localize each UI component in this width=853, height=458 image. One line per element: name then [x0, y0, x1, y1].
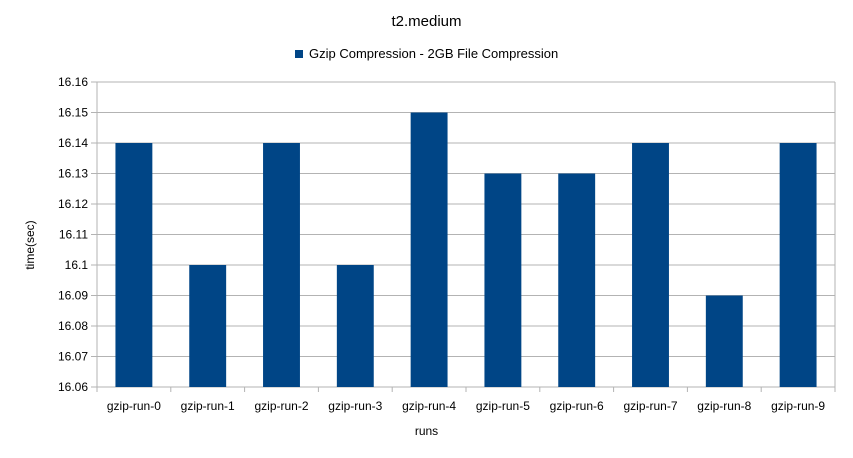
x-tick-label: gzip-run-2 — [254, 399, 308, 413]
y-tick-label: 16.13 — [58, 167, 88, 181]
x-tick-label: gzip-run-3 — [328, 399, 382, 413]
x-tick-label: gzip-run-6 — [550, 399, 604, 413]
y-tick-label: 16.11 — [59, 228, 88, 242]
bar — [558, 173, 596, 387]
y-tick-label: 16.16 — [58, 75, 88, 89]
bar — [263, 143, 300, 387]
bar — [189, 265, 227, 387]
bar — [779, 143, 817, 387]
y-tick-label: 16.07 — [58, 350, 88, 364]
y-tick-label: 16.15 — [58, 106, 88, 120]
x-tick-label: gzip-run-4 — [402, 399, 456, 413]
x-tick-label: gzip-run-8 — [697, 399, 751, 413]
legend: Gzip Compression - 2GB File Compression — [295, 46, 558, 61]
bar — [632, 143, 669, 387]
legend-label: Gzip Compression - 2GB File Compression — [309, 46, 559, 61]
bar — [484, 173, 522, 387]
x-tick-label: gzip-run-7 — [623, 399, 677, 413]
y-tick-label: 16.12 — [58, 197, 88, 211]
x-tick-label: gzip-run-1 — [181, 399, 235, 413]
y-tick-label: 16.08 — [58, 319, 88, 333]
x-tick-label: gzip-run-0 — [107, 399, 161, 413]
y-tick-label: 16.1 — [65, 258, 89, 272]
legend-swatch — [295, 49, 303, 58]
bar — [336, 265, 374, 387]
y-tick-label: 16.09 — [58, 289, 88, 303]
bar — [410, 112, 448, 387]
bar — [705, 295, 743, 387]
y-tick-label: 16.06 — [58, 380, 88, 394]
x-tick-label: gzip-run-9 — [771, 399, 825, 413]
x-axis-label: runs — [414, 424, 439, 438]
x-tick-label: gzip-run-5 — [476, 399, 530, 413]
y-tick-label: 16.14 — [58, 136, 88, 150]
bar — [115, 143, 153, 387]
chart-title: t2.medium — [391, 13, 462, 30]
